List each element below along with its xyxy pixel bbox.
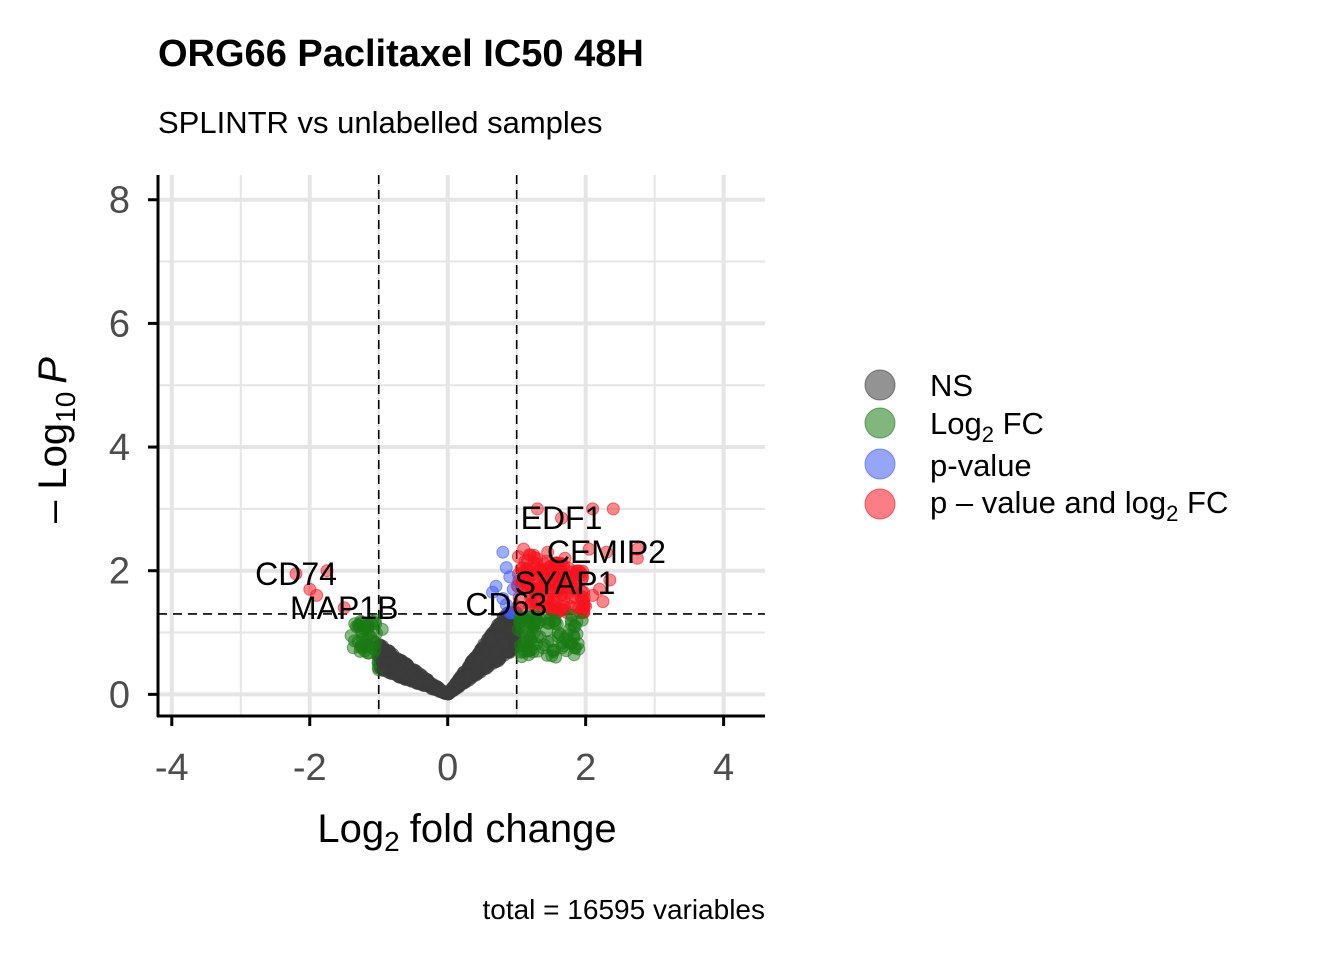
- data-point-both: [582, 542, 596, 556]
- x-tick-label: -4: [155, 747, 189, 789]
- legend-swatch-log2fc: [864, 407, 896, 439]
- data-point-fc: [575, 613, 589, 627]
- legend-label-both: p – value and log2 FC: [930, 485, 1228, 526]
- data-point-both: [558, 551, 572, 565]
- data-point-both: [289, 567, 303, 581]
- legend-swatch-pvalue: [864, 448, 896, 480]
- data-point-fc: [358, 619, 372, 633]
- chart-title: ORG66 Paclitaxel IC50 48H: [158, 33, 644, 75]
- data-point-both: [524, 588, 537, 602]
- legend-swatch-ns: [864, 369, 896, 401]
- data-point-ns: [493, 616, 507, 630]
- gene-label: EDF1: [521, 500, 603, 536]
- data-point-fc: [558, 632, 572, 646]
- gene-label: CEMIP2: [547, 534, 666, 570]
- y-tick-label: 2: [109, 551, 130, 593]
- gene-label: MAP1B: [290, 590, 398, 626]
- data-point-ns: [453, 672, 466, 686]
- data-point-ns: [444, 685, 458, 699]
- x-tick-label: 0: [437, 747, 458, 789]
- data-point-p: [506, 582, 520, 596]
- y-tick-label: 8: [109, 180, 130, 222]
- data-point-fc: [358, 644, 372, 658]
- data-point-both: [517, 565, 531, 579]
- data-point-ns: [383, 644, 396, 658]
- data-point-both: [596, 595, 610, 609]
- gene-label: CD74: [255, 556, 337, 592]
- data-point-both: [558, 576, 572, 590]
- y-tick-label: 0: [109, 674, 130, 716]
- data-point-both: [630, 551, 644, 565]
- y-axis-ticks: 0 2 4 6 8: [109, 180, 158, 716]
- data-point-fc: [524, 643, 538, 657]
- data-point-both: [337, 601, 351, 615]
- data-point-both: [517, 542, 531, 556]
- y-tick-label: 4: [109, 427, 130, 469]
- x-tick-label: 4: [713, 747, 734, 789]
- data-point-both: [599, 545, 613, 559]
- gene-label: SYAP1: [515, 565, 616, 601]
- data-point-fc: [530, 616, 544, 630]
- data-point-ns: [479, 643, 493, 657]
- data-point-p: [496, 545, 510, 559]
- data-point-ns: [393, 666, 407, 679]
- data-point-fc: [548, 613, 562, 627]
- data-point-both: [572, 601, 586, 615]
- data-point-both: [586, 502, 600, 516]
- data-point-both: [586, 588, 600, 602]
- data-point-p: [499, 598, 513, 612]
- data-point-ns: [421, 674, 435, 688]
- data-point-ns: [479, 657, 493, 671]
- legend-label-log2fc: Log2 FC: [930, 406, 1044, 447]
- legend-label-pvalue: p-value: [930, 448, 1032, 483]
- data-point-both: [541, 545, 555, 559]
- data-point-fc: [368, 613, 382, 627]
- legend-swatch-both: [864, 488, 896, 520]
- data-point-both: [534, 579, 548, 593]
- data-point-both: [527, 548, 541, 562]
- data-point-p: [503, 570, 517, 584]
- data-point-fc: [375, 622, 389, 636]
- data-point-both: [555, 511, 568, 525]
- x-axis-label: Log2 fold change: [317, 807, 616, 857]
- chart-caption: total = 16595 variables: [482, 894, 765, 925]
- y-tick-label: 6: [109, 303, 130, 345]
- data-point-ns: [496, 637, 510, 651]
- data-point-ns: [410, 676, 424, 690]
- data-point-both: [572, 564, 586, 578]
- data-point-both: [530, 502, 544, 516]
- data-point-both: [320, 564, 334, 578]
- data-point-both: [548, 567, 562, 581]
- data-point-fc: [537, 638, 551, 652]
- data-point-p: [486, 585, 499, 599]
- chart-subtitle: SPLINTR vs unlabelled samples: [158, 105, 603, 140]
- data-point-fc: [524, 632, 537, 646]
- grid-lines: [158, 175, 765, 716]
- x-tick-label: 2: [575, 747, 596, 789]
- legend-label-ns: NS: [930, 368, 973, 403]
- data-point-fc: [351, 635, 365, 649]
- x-axis-ticks: -4 -2 0 2 4: [155, 716, 734, 789]
- x-tick-label: -2: [293, 747, 327, 789]
- data-point-both: [603, 573, 617, 587]
- legend: NS Log2 FC p-value p – value and log2 FC: [864, 368, 1228, 526]
- y-axis-label: – Log10P: [31, 357, 81, 523]
- data-points: [289, 502, 644, 701]
- data-point-both: [606, 502, 620, 516]
- data-point-both: [565, 590, 579, 604]
- data-point-both: [558, 600, 571, 614]
- gene-label: CD63: [465, 587, 547, 623]
- data-point-fc: [513, 610, 527, 624]
- data-point-both: [310, 588, 324, 602]
